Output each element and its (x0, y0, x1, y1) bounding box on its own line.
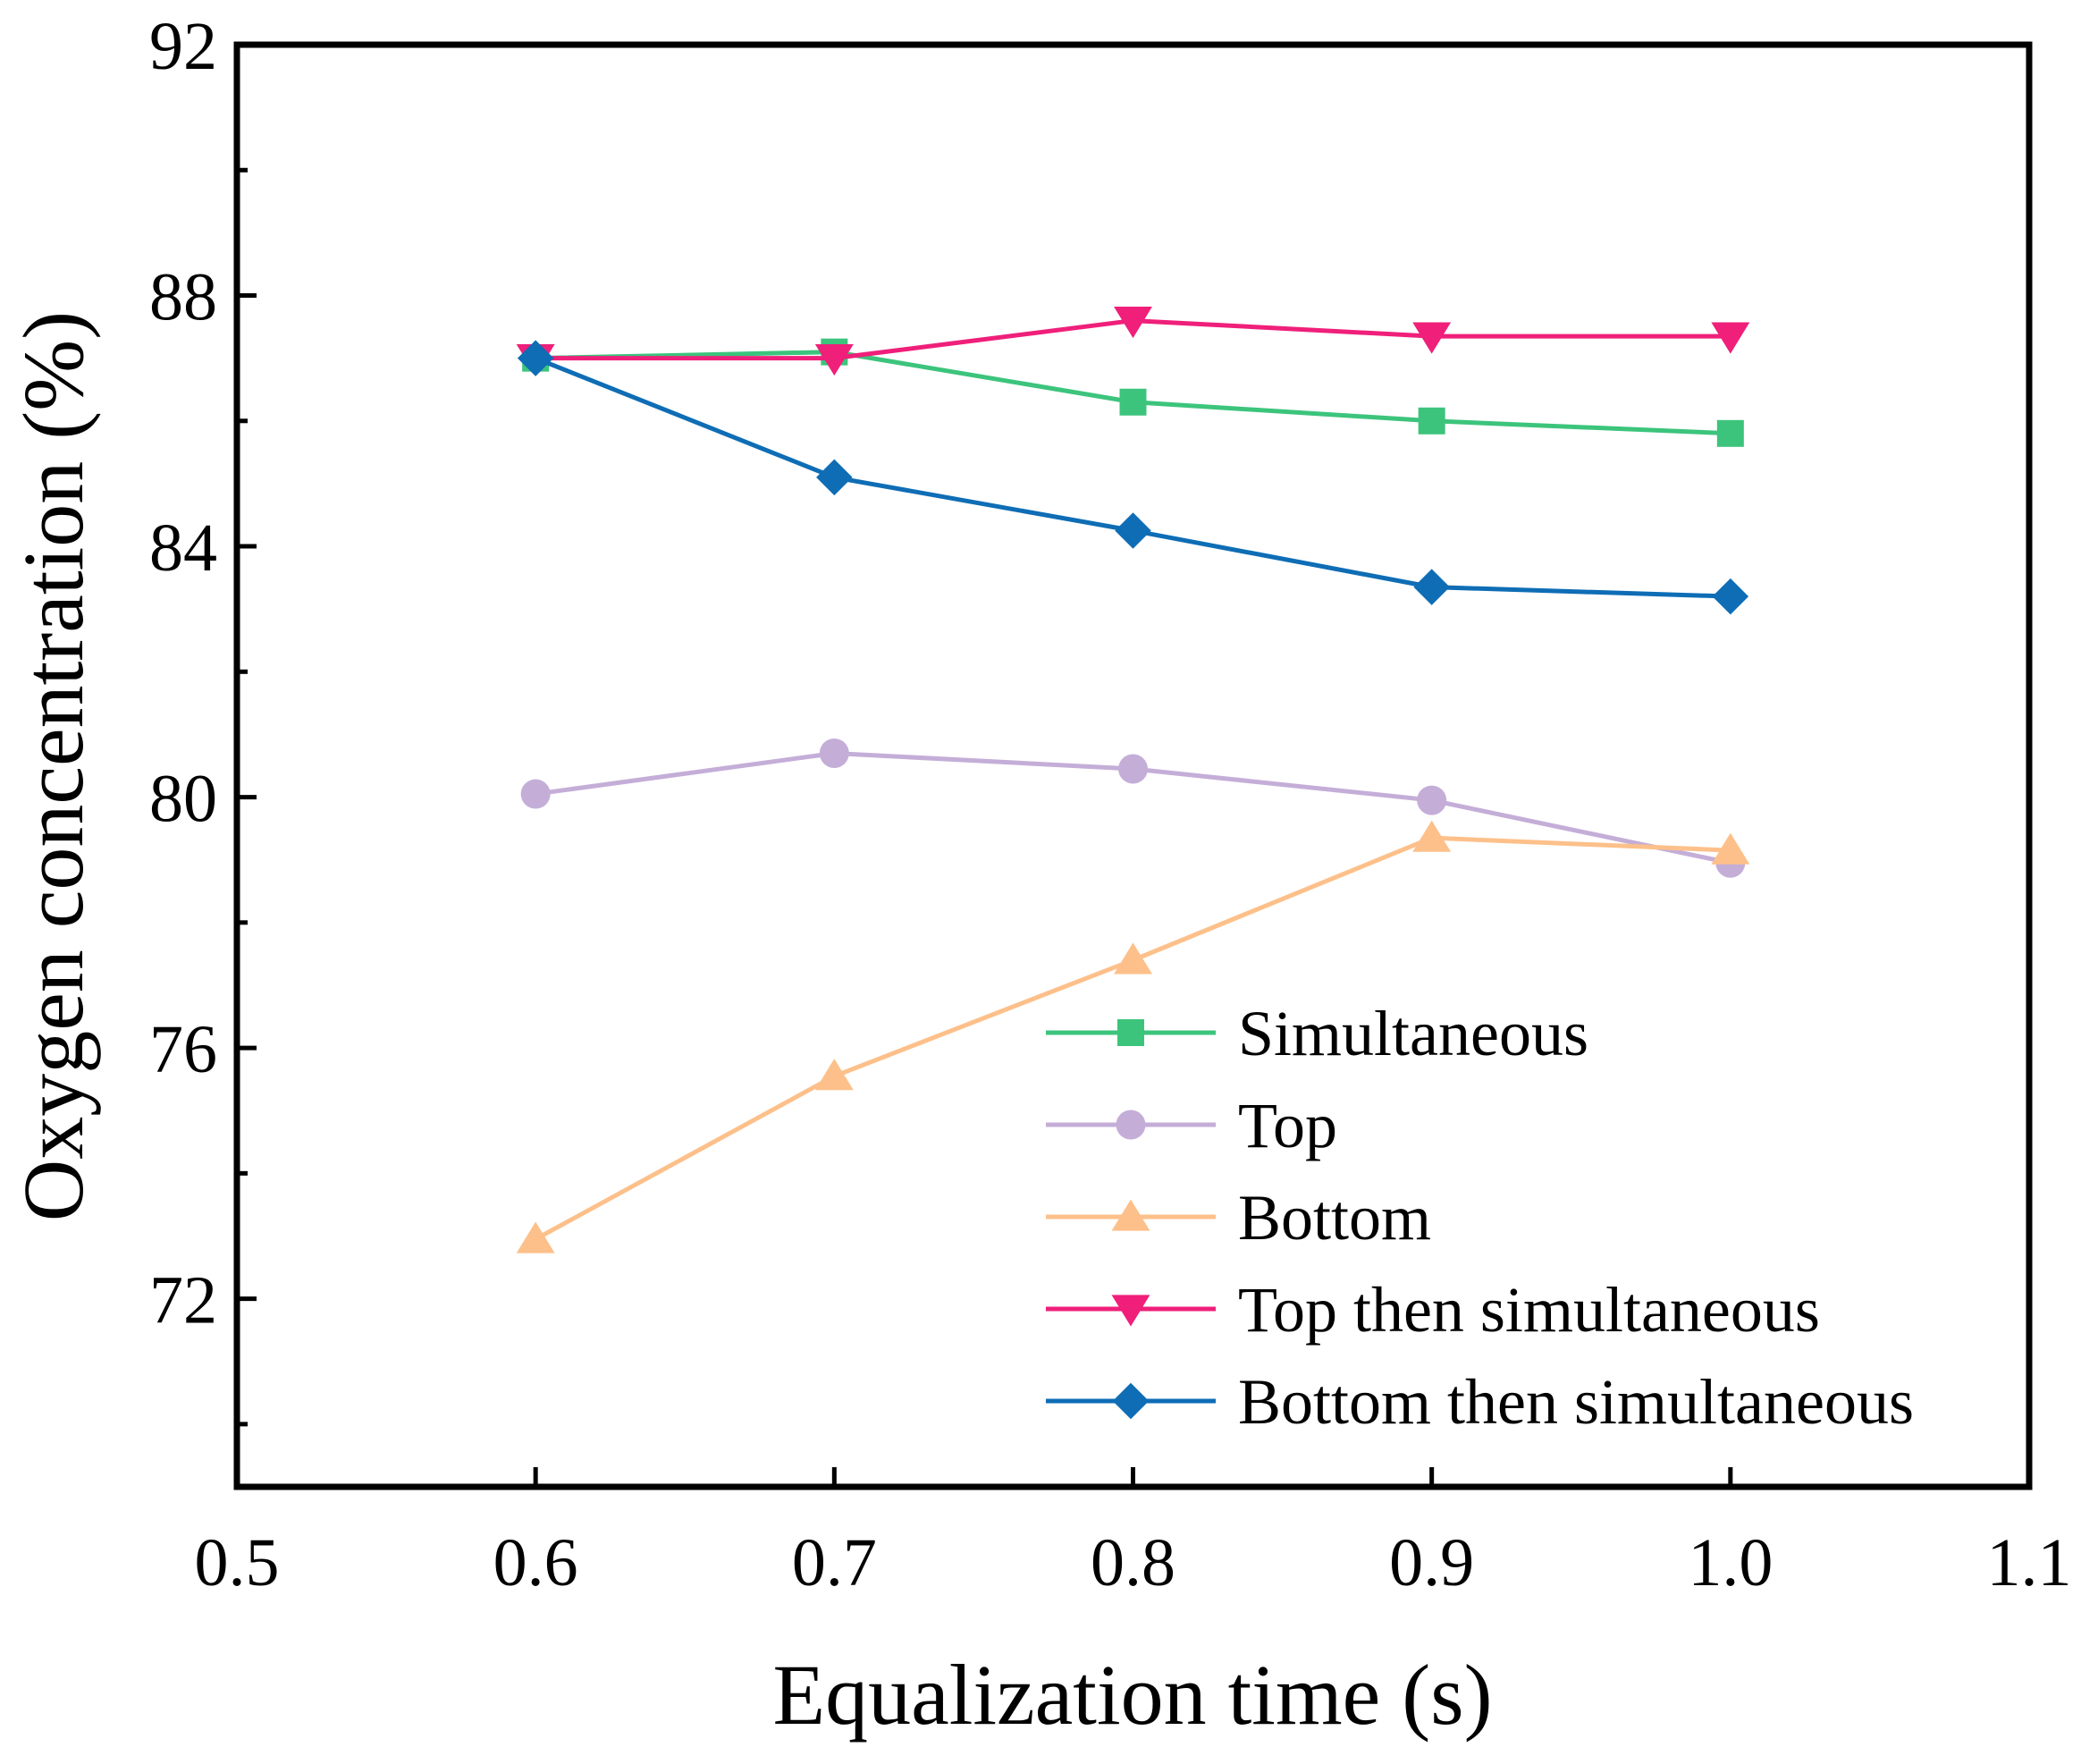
data-point (1115, 512, 1151, 549)
y-tick-label: 72 (149, 1263, 217, 1338)
data-point (1412, 322, 1452, 354)
data-point (1119, 388, 1147, 416)
data-point (1716, 419, 1744, 447)
legend-marker (1111, 1199, 1150, 1231)
data-point (1118, 754, 1148, 784)
data-point (1712, 578, 1749, 615)
data-point (520, 779, 551, 809)
data-point (816, 459, 853, 496)
legend-label: Bottom (1238, 1182, 1431, 1253)
y-tick-label: 84 (149, 511, 217, 586)
x-tick-label: 0.8 (1091, 1525, 1175, 1600)
data-point (814, 1059, 854, 1091)
y-tick-label: 76 (149, 1012, 217, 1087)
data-point (1413, 569, 1450, 605)
legend-marker (1116, 1110, 1146, 1140)
data-point (1417, 785, 1447, 815)
x-tick-label: 1.1 (1987, 1525, 2072, 1600)
series-layer (516, 306, 1750, 1253)
data-point (1711, 322, 1750, 354)
x-tick-label: 0.7 (792, 1525, 877, 1600)
data-point (814, 344, 854, 376)
legend-marker (1111, 1295, 1150, 1327)
data-point (1412, 820, 1452, 852)
y-tick-label: 88 (149, 260, 217, 335)
x-tick-label: 0.6 (493, 1525, 578, 1600)
data-point (1418, 407, 1445, 435)
legend-label: Top (1238, 1090, 1337, 1161)
legend-label: Top then simultaneous (1238, 1274, 1820, 1346)
axis-ticks: 0.5 0.6 0.7 0.8 0.9 1.0 1.1 72 76 80 84 88 92 (149, 9, 2072, 1600)
legend-marker (1112, 1382, 1150, 1420)
legend: Simultaneous Top Bottom Top then simultaneo… (1046, 998, 1914, 1438)
y-axis-title: Oxygen concentration (%) (5, 311, 101, 1221)
data-point (516, 1221, 555, 1253)
data-point (517, 340, 554, 376)
data-point (1114, 942, 1152, 975)
y-tick-label: 80 (149, 762, 217, 837)
data-point (819, 738, 849, 768)
legend-label: Bottom then simultaneous (1238, 1366, 1914, 1438)
y-tick-label: 92 (149, 9, 217, 84)
x-tick-label: 0.5 (195, 1525, 280, 1600)
x-tick-label: 1.0 (1688, 1525, 1773, 1600)
x-axis-title: Equalization time (s) (772, 1647, 1492, 1743)
legend-label: Simultaneous (1238, 998, 1588, 1069)
legend-marker (1117, 1019, 1144, 1046)
data-point (1114, 306, 1152, 339)
data-point (1711, 832, 1750, 865)
x-tick-label: 0.9 (1389, 1525, 1474, 1600)
